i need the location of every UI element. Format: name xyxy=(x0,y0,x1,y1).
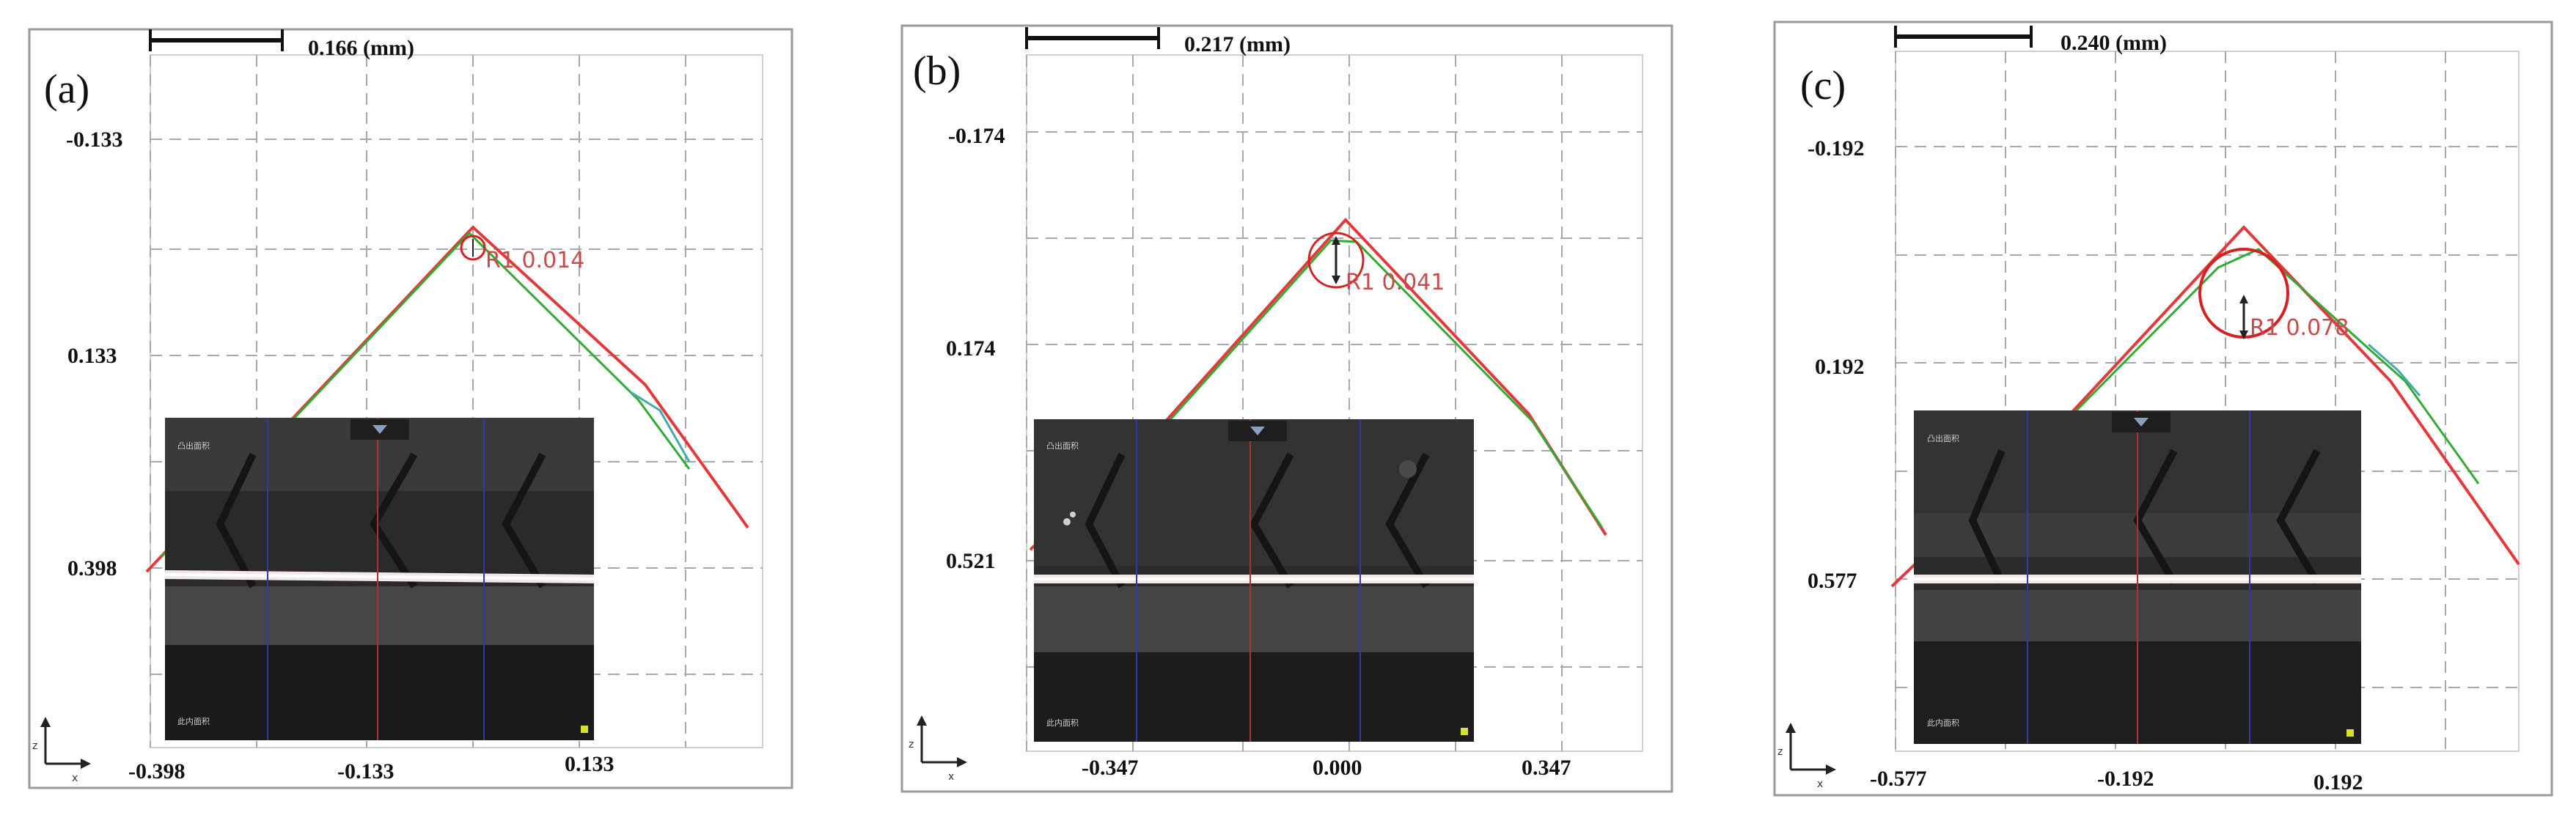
panel-frame xyxy=(28,28,793,789)
y-tick-label: -0.174 xyxy=(948,124,1005,148)
panel-b: 0.217 (mm) (b) -0.174 0.174 0.521 -0.347… xyxy=(869,0,1705,837)
fillet-circle xyxy=(460,235,486,261)
y-tick-label: 0.192 xyxy=(1815,355,1865,379)
panel-c: 0.240 (mm) (c) -0.192 0.192 0.577 -0.577… xyxy=(1745,0,2576,837)
axis-z-label: z xyxy=(909,739,914,751)
axis-indicator: z x xyxy=(1777,723,1836,790)
inset-bottom-label: 此内面积 xyxy=(1046,718,1079,728)
panel-frame xyxy=(1773,21,2553,797)
x-tick-label: -0.577 xyxy=(1870,767,1927,791)
scale-bar xyxy=(1894,26,2033,48)
panel-label: (b) xyxy=(913,48,961,94)
x-tick-label: -0.133 xyxy=(337,759,395,783)
x-tick-label: -0.192 xyxy=(2097,767,2154,791)
y-tick-label: -0.192 xyxy=(1808,136,1865,161)
panel-b-chart: 0.217 (mm) (b) -0.174 0.174 0.521 -0.347… xyxy=(900,24,1673,793)
scale-bar xyxy=(149,29,284,51)
x-tick-label: 0.192 xyxy=(2313,770,2363,794)
measured-profile-line xyxy=(2368,343,2421,397)
x-tick-label: 0.347 xyxy=(1522,756,1571,780)
x-tick-label: -0.398 xyxy=(128,759,186,783)
scale-bar-label: 0.217 (mm) xyxy=(1184,32,1291,56)
y-tick-label: -0.133 xyxy=(66,128,123,152)
inset-top-label: 凸出面积 xyxy=(177,440,210,451)
x-tick-label: -0.347 xyxy=(1082,756,1139,780)
panel-label: (c) xyxy=(1800,63,1846,108)
inset-micrograph: 凸出面积 此内面积 xyxy=(1914,410,2361,744)
panel-frame xyxy=(900,24,1673,793)
scale-bar xyxy=(1025,27,1160,49)
y-tick-label: 0.521 xyxy=(946,549,996,573)
axis-indicator: z x xyxy=(909,715,967,783)
inset-micrograph: 凸出面积 此内面积 xyxy=(1034,419,1474,742)
axis-x-label: x xyxy=(948,771,954,783)
y-tick-label: 0.577 xyxy=(1808,569,1857,593)
x-tick-label: 0.000 xyxy=(1313,756,1362,780)
radius-annotation: R1 0.014 xyxy=(485,248,584,273)
inset-bottom-label: 此内面积 xyxy=(1927,718,1959,728)
radius-annotation: R1 0.078 xyxy=(2250,315,2349,341)
y-tick-label: 0.398 xyxy=(67,556,117,580)
inset-top-label: 凸出面积 xyxy=(1046,440,1079,451)
axis-z-label: z xyxy=(32,740,37,752)
scale-bar-label: 0.166 (mm) xyxy=(308,36,414,60)
axis-z-label: z xyxy=(1777,746,1783,758)
inset-top-label: 凸出面积 xyxy=(1927,433,1959,443)
y-tick-label: 0.133 xyxy=(67,344,117,368)
inset-bottom-label: 此内面积 xyxy=(177,716,210,726)
panel-c-chart: 0.240 (mm) (c) -0.192 0.192 0.577 -0.577… xyxy=(1773,21,2553,797)
measured-profile-line xyxy=(630,391,691,462)
panel-a: 0.166 (mm) (a) -0.133 0.133 0.398 -0.398… xyxy=(0,0,821,837)
y-tick-label: 0.174 xyxy=(946,336,996,361)
x-tick-label: 0.133 xyxy=(565,752,614,776)
radius-annotation: R1 0.041 xyxy=(1346,270,1445,295)
scale-bar-label: 0.240 (mm) xyxy=(2061,31,2167,55)
fillet-circle xyxy=(1307,232,1365,289)
axis-x-label: x xyxy=(1817,778,1823,790)
inset-micrograph: 凸出面积 此内面积 xyxy=(164,418,595,740)
panel-a-chart: 0.166 (mm) (a) -0.133 0.133 0.398 -0.398… xyxy=(28,28,793,789)
axis-x-label: x xyxy=(72,773,78,784)
axis-indicator: z x xyxy=(32,717,91,784)
panel-label: (a) xyxy=(44,67,89,112)
